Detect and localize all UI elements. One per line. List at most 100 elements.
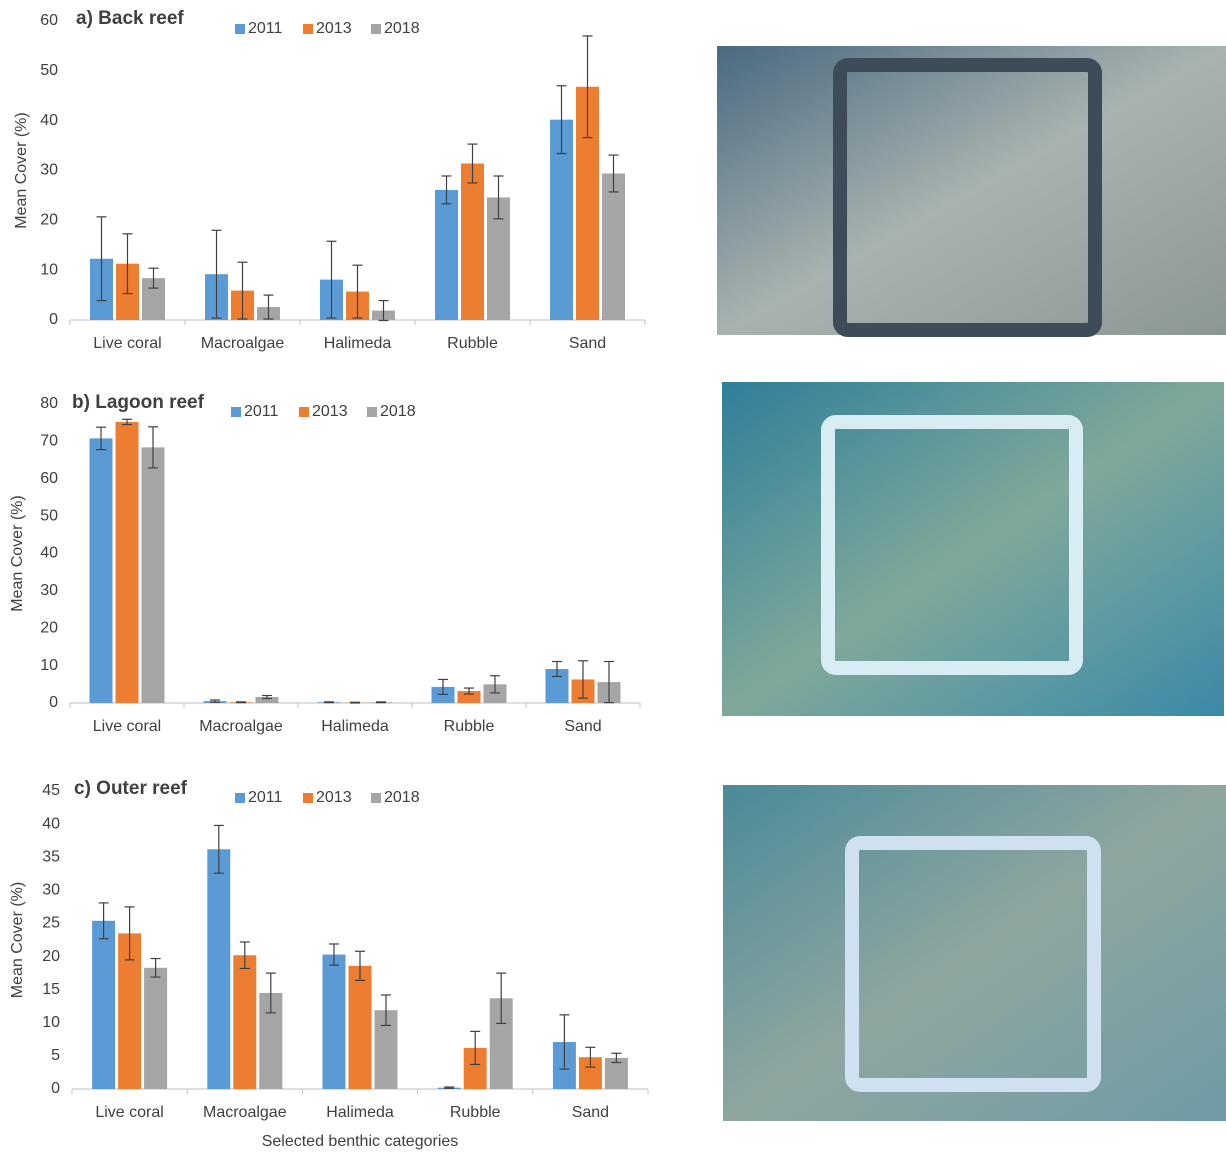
y-axis-label: Mean Cover (%): [13, 112, 30, 228]
bar: [578, 1057, 602, 1089]
x-tick-label: Live coral: [93, 718, 161, 735]
legend-label: 2018: [380, 403, 416, 420]
bar: [435, 189, 458, 320]
x-tick-label: Live coral: [95, 1104, 163, 1121]
error-bar: [350, 701, 360, 704]
error-bar: [552, 660, 562, 678]
bar: [115, 421, 139, 703]
error-bar: [608, 154, 619, 193]
error-bar: [211, 229, 222, 319]
legend-swatch: [299, 407, 309, 417]
y-tick-label: 0: [49, 694, 58, 711]
error-bar: [122, 418, 132, 426]
error-bar: [490, 675, 500, 694]
x-tick-label: Sand: [572, 1104, 609, 1121]
bar: [322, 954, 346, 1089]
y-tick-label: 0: [51, 1080, 60, 1097]
chart-title: a) Back reef: [76, 8, 184, 29]
error-bar: [578, 660, 588, 699]
y-tick-label: 60: [40, 470, 58, 487]
bar: [141, 447, 165, 703]
error-bar: [124, 906, 135, 961]
x-tick-label: Macroalgae: [203, 1104, 287, 1121]
legend-swatch: [371, 24, 381, 34]
y-tick-label: 20: [40, 619, 58, 636]
x-tick-label: Sand: [569, 335, 606, 352]
x-tick-label: Halimeda: [326, 1104, 394, 1121]
bar: [550, 119, 573, 320]
bar: [604, 1057, 628, 1089]
x-tick-label: Rubble: [450, 1104, 501, 1121]
y-tick-label: 0: [49, 311, 58, 328]
legend-label: 2011: [248, 20, 283, 37]
y-tick-label: 5: [51, 1047, 60, 1064]
bar: [233, 955, 257, 1089]
error-bar: [376, 701, 386, 704]
error-bar: [470, 1030, 481, 1066]
bar: [118, 933, 142, 1089]
bar: [489, 998, 513, 1089]
y-tick-label: 40: [42, 815, 60, 832]
y-tick-label: 25: [42, 915, 60, 932]
y-tick-label: 10: [42, 1014, 60, 1031]
bar: [144, 967, 168, 1089]
y-tick-label: 30: [40, 582, 58, 599]
bar: [487, 197, 510, 320]
error-bar: [324, 701, 334, 704]
x-tick-label: Macroalgae: [199, 718, 283, 735]
y-tick-label: 30: [42, 882, 60, 899]
error-bar: [150, 957, 161, 978]
y-tick-label: 15: [42, 981, 60, 998]
bar: [348, 965, 372, 1089]
y-tick-label: 40: [40, 112, 58, 129]
error-bar: [148, 267, 159, 289]
bar: [374, 1010, 398, 1089]
y-tick-label: 10: [40, 657, 58, 674]
bar: [92, 920, 116, 1089]
bar: [259, 992, 283, 1089]
legend-swatch: [367, 407, 377, 417]
bar: [142, 278, 165, 320]
error-bar: [355, 950, 365, 981]
error-bar: [96, 426, 106, 451]
error-bar: [329, 943, 339, 966]
error-bar: [148, 426, 158, 469]
y-axis-label: Mean Cover (%): [9, 882, 26, 998]
error-bar: [210, 699, 220, 703]
error-bar: [582, 35, 593, 139]
x-axis-label: Selected benthic categories: [262, 1133, 459, 1150]
bar: [255, 697, 279, 703]
bar: [207, 849, 231, 1089]
y-tick-label: 45: [42, 782, 60, 799]
legend-label: 2011: [248, 789, 283, 806]
error-bar: [444, 1086, 455, 1089]
legend-label: 2018: [384, 789, 420, 806]
error-bar: [262, 694, 272, 700]
bar: [463, 1047, 487, 1089]
bar: [483, 684, 507, 703]
bar: [545, 668, 569, 703]
y-tick-label: 40: [40, 545, 58, 562]
bar: [576, 86, 599, 320]
bar: [457, 691, 481, 703]
error-bar: [378, 299, 389, 322]
error-bar: [556, 85, 567, 155]
x-tick-label: Macroalgae: [201, 335, 285, 352]
y-tick-label: 10: [40, 261, 58, 278]
error-bar: [96, 216, 107, 302]
y-tick-label: 50: [40, 507, 58, 524]
error-bar: [464, 687, 474, 695]
error-bar: [381, 994, 391, 1027]
error-bar: [98, 902, 109, 940]
error-bar: [559, 1014, 570, 1070]
error-bar: [467, 143, 478, 184]
error-bar: [265, 972, 276, 1014]
legend-swatch: [371, 793, 381, 803]
error-bar: [237, 261, 248, 320]
x-tick-label: Sand: [564, 718, 601, 735]
legend-swatch: [235, 24, 245, 34]
y-tick-label: 80: [40, 395, 58, 412]
error-bar: [604, 660, 614, 704]
y-axis-label: Mean Cover (%): [9, 495, 26, 611]
